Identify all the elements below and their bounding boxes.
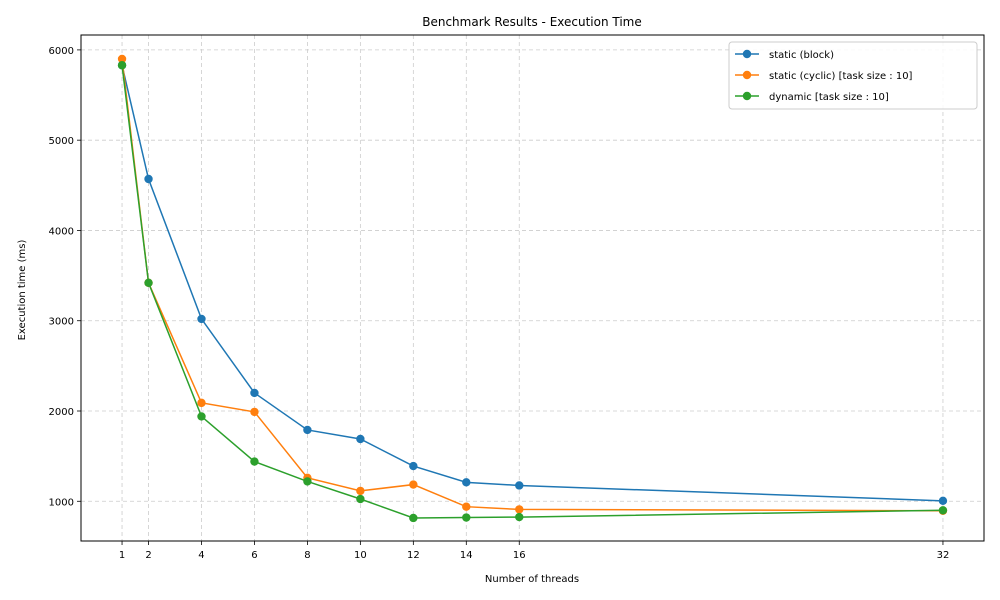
legend-label: dynamic [task size : 10] (769, 92, 889, 103)
chart-title: Benchmark Results - Execution Time (422, 15, 642, 29)
data-point (303, 425, 312, 435)
data-point (250, 457, 259, 466)
data-point (515, 481, 524, 490)
data-point (462, 513, 471, 522)
data-point (462, 502, 471, 511)
x-tick-label: 10 (354, 550, 367, 561)
x-tick-label: 6 (251, 550, 257, 561)
x-tick-label: 32 (937, 550, 950, 561)
data-point (303, 477, 312, 486)
plot-frame (80, 34, 985, 542)
data-point (356, 434, 365, 444)
y-tick-label: 6000 (49, 46, 74, 57)
series-line (121, 65, 943, 519)
data-point (938, 496, 948, 506)
x-tick-label: 2 (145, 550, 151, 561)
y-tick-label: 1000 (49, 497, 74, 508)
y-tick-label: 3000 (49, 317, 74, 328)
legend-label: static (block) (769, 50, 834, 61)
data-point (356, 494, 365, 504)
y-axis-title: Execution time (ms) (17, 240, 28, 341)
x-tick-label: 8 (304, 550, 310, 561)
data-point (515, 505, 524, 514)
y-tick-label: 5000 (49, 136, 74, 147)
data-point (409, 480, 418, 489)
x-tick-label: 12 (407, 550, 420, 561)
data-point (409, 461, 418, 471)
legend-box (728, 41, 978, 110)
data-point (356, 486, 365, 496)
data-point (515, 512, 524, 522)
x-tick-label: 16 (513, 550, 526, 561)
data-point (250, 407, 259, 417)
x-tick-label: 1 (119, 550, 125, 561)
series-line (121, 58, 943, 512)
y-tick-label: 4000 (49, 226, 74, 237)
legend: static (block) static (cyclic) [task size… (728, 41, 978, 110)
legend-swatch-marker (742, 49, 752, 59)
y-tick-label: 2000 (49, 407, 74, 418)
data-point (144, 278, 153, 288)
data-point (117, 61, 127, 70)
data-point (117, 54, 127, 64)
data-point (197, 314, 206, 324)
data-point (144, 174, 153, 184)
legend-swatch-marker (742, 91, 752, 101)
legend-swatch-marker (742, 70, 752, 80)
x-axis-title: Number of threads (485, 574, 579, 585)
data-point (197, 398, 206, 408)
data-point (197, 412, 206, 421)
x-tick-label: 14 (460, 550, 473, 561)
data-point (462, 478, 471, 487)
legend-label: static (cyclic) [task size : 10] (769, 71, 913, 82)
grid-layer (81, 35, 984, 541)
series-layer (117, 54, 948, 523)
data-point (938, 506, 948, 515)
data-point (250, 388, 259, 398)
x-tick-label: 4 (198, 550, 204, 561)
data-point (409, 513, 418, 523)
series-line (121, 65, 943, 502)
